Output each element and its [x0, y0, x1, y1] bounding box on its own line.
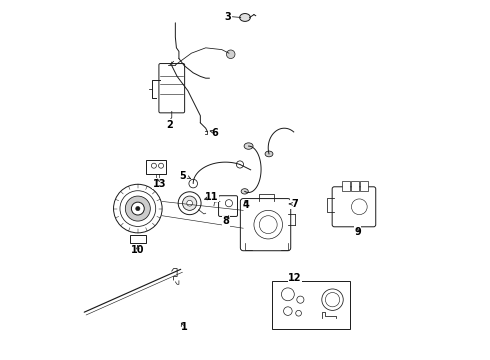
Circle shape: [151, 163, 156, 168]
Circle shape: [125, 196, 150, 221]
Ellipse shape: [241, 189, 248, 194]
FancyBboxPatch shape: [159, 64, 185, 113]
Ellipse shape: [240, 14, 250, 21]
Circle shape: [159, 163, 164, 168]
FancyBboxPatch shape: [219, 196, 238, 216]
Bar: [360, 181, 368, 191]
FancyBboxPatch shape: [241, 199, 291, 251]
Text: 12: 12: [288, 273, 302, 283]
Text: 9: 9: [354, 227, 361, 237]
Circle shape: [120, 191, 156, 226]
Text: 7: 7: [291, 199, 297, 209]
Circle shape: [322, 289, 343, 310]
Bar: [342, 181, 350, 191]
Ellipse shape: [265, 151, 273, 157]
Text: 4: 4: [243, 200, 250, 210]
Text: 6: 6: [211, 128, 218, 138]
Circle shape: [131, 202, 144, 215]
Text: 1: 1: [181, 322, 188, 332]
Bar: [272, 281, 350, 329]
Text: 3: 3: [224, 13, 231, 22]
Circle shape: [136, 206, 140, 211]
Text: 13: 13: [152, 179, 166, 189]
Circle shape: [284, 307, 292, 315]
Bar: [351, 181, 359, 191]
Circle shape: [325, 293, 340, 307]
Bar: [130, 235, 146, 243]
Text: 5: 5: [179, 171, 186, 181]
Circle shape: [225, 200, 232, 207]
Circle shape: [187, 201, 193, 206]
Circle shape: [178, 192, 201, 215]
Circle shape: [226, 50, 235, 59]
Text: 8: 8: [222, 216, 229, 226]
Text: 10: 10: [131, 245, 145, 255]
Circle shape: [296, 310, 301, 316]
Circle shape: [189, 179, 197, 188]
Text: 2: 2: [167, 120, 173, 130]
Circle shape: [236, 161, 244, 168]
FancyBboxPatch shape: [332, 187, 376, 227]
Circle shape: [182, 196, 197, 210]
Circle shape: [114, 184, 162, 233]
Bar: [146, 160, 166, 174]
Circle shape: [297, 296, 304, 303]
Text: 11: 11: [205, 192, 219, 202]
Circle shape: [281, 288, 294, 301]
Ellipse shape: [244, 143, 253, 149]
